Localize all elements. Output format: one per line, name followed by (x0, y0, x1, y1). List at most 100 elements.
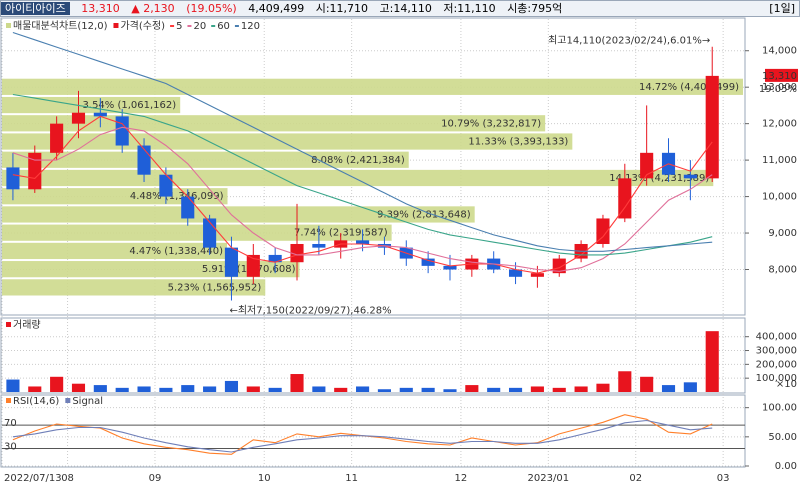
candle-body (421, 258, 435, 266)
rate: (19.05%) (186, 2, 237, 15)
rsi-line (12, 419, 713, 453)
volume-bar (421, 387, 435, 392)
high: 고:14,110 (379, 2, 432, 15)
low: 저:11,110 (443, 2, 496, 15)
volume: 4,409,499 (248, 2, 305, 15)
volume-profile-label: 9.39% (2,813,648) (377, 209, 471, 220)
y-tick-label: 11,000 (762, 155, 797, 166)
legend-swatch (6, 398, 11, 403)
volume-bar (159, 387, 173, 392)
volume-profile-label: 8.08% (2,421,384) (311, 155, 405, 166)
last-price: 13,310 (762, 71, 797, 82)
volume-bar (640, 376, 654, 392)
volume-profile-bar (2, 151, 409, 168)
volume-bar (93, 385, 107, 392)
legend-label: 60 (217, 21, 230, 32)
y-tick-label: 13,000 (762, 82, 797, 93)
volume-profile-label: 5.23% (1,565,952) (168, 282, 262, 293)
candle-body (596, 218, 610, 244)
legend-label: 20 (193, 21, 206, 32)
legend-label: 가격(수정) (120, 19, 165, 32)
legend-label: 매물대분석차트(12,0) (13, 20, 108, 32)
candle-body (93, 112, 107, 117)
candle-body (312, 243, 326, 248)
x-tick-label: 09 (149, 473, 162, 484)
candle-body (181, 196, 195, 219)
volume-bar (465, 385, 479, 392)
rsi-panel (0, 394, 746, 468)
candle-body (618, 178, 632, 219)
candle-body (683, 174, 697, 179)
y-tick-label: 50.00 (768, 432, 797, 443)
moving-average (12, 115, 713, 274)
market-cap: 시총:795억 (507, 2, 563, 15)
x-tick-label: 02 (629, 473, 642, 484)
legend-label: RSI(14,6) (13, 396, 59, 407)
candle-body (71, 112, 86, 124)
volume-profile-label: 3.54% (1,061,162) (83, 100, 177, 111)
volume-bar (574, 386, 588, 392)
moving-average (12, 93, 713, 256)
volume-bar (6, 379, 20, 392)
y-tick-label: 200,000 (756, 359, 797, 370)
legend-swatch (113, 23, 119, 28)
volume-bar (683, 382, 697, 392)
volume-profile-bar (2, 279, 266, 296)
price: 13,310 (81, 2, 120, 15)
open: 시:11,710 (315, 2, 369, 15)
volume-bar (508, 387, 523, 392)
volume-bar (71, 383, 86, 392)
candle-body (115, 116, 129, 146)
last-price-tag (765, 68, 798, 82)
candle-body (530, 273, 544, 277)
candle-body (640, 152, 654, 179)
legend-swatch (6, 23, 11, 28)
volume-profile-label: 10.79% (3,232,817) (441, 118, 541, 129)
volume-bar (618, 371, 632, 392)
axis-unit: ×10 (776, 379, 797, 390)
price-panel (0, 17, 746, 316)
volume-profile-label: 14.13% (4,231,389) (609, 173, 709, 184)
x-tick-label: 2022/07/13 (4, 473, 62, 484)
volume-bar (530, 386, 544, 392)
candle-body (268, 254, 282, 263)
volume-profile-bar (2, 206, 475, 223)
volume-bar (224, 380, 239, 392)
y-tick-label: 400,000 (756, 332, 797, 343)
candle-body (443, 265, 457, 270)
volume-profile-bar (2, 78, 743, 95)
change: ▲ 2,130 (131, 2, 175, 15)
y-tick-label: 14,000 (762, 46, 797, 57)
volume-bar (661, 385, 676, 392)
candle-body (290, 243, 304, 263)
legend-label: 5 (176, 21, 182, 32)
chart: 2022/07/13 08 09 10 11 12 2023/01 02 03 8,000 9,00… (0, 17, 798, 484)
volume-bar (705, 331, 719, 392)
y-tick-label: 100.00 (762, 403, 797, 414)
volume-bar (596, 383, 610, 392)
legend-swatch (6, 322, 11, 327)
x-tick-label: 12 (455, 473, 468, 484)
volume-bar (28, 386, 42, 392)
volume-bar (246, 386, 260, 392)
volume-bar (290, 374, 304, 392)
volume-bar (312, 386, 326, 392)
volume-profile-bar (2, 224, 392, 241)
period[interactable]: [1일] (769, 2, 795, 15)
volume-panel (0, 317, 746, 394)
legend-swatch (65, 398, 71, 403)
level-label: 70 (4, 418, 17, 429)
candle-body (356, 240, 370, 244)
legend-label: Signal (72, 396, 103, 407)
legend-label: 거래량 (13, 319, 41, 331)
x-tick-label: 03 (717, 473, 730, 484)
candle-body (705, 75, 719, 179)
volume-bar (377, 389, 391, 392)
y-tick-label: 0.00 (775, 461, 797, 472)
volume-profile-label: 11.33% (3,393,133) (468, 137, 568, 148)
y-tick-label: 300,000 (756, 346, 797, 357)
y-tick-label: 9,000 (768, 228, 797, 239)
volume-profile-label: 14.72% (4,409,499) (639, 82, 739, 93)
moving-average (12, 126, 713, 272)
legend-label: 120 (241, 21, 260, 32)
